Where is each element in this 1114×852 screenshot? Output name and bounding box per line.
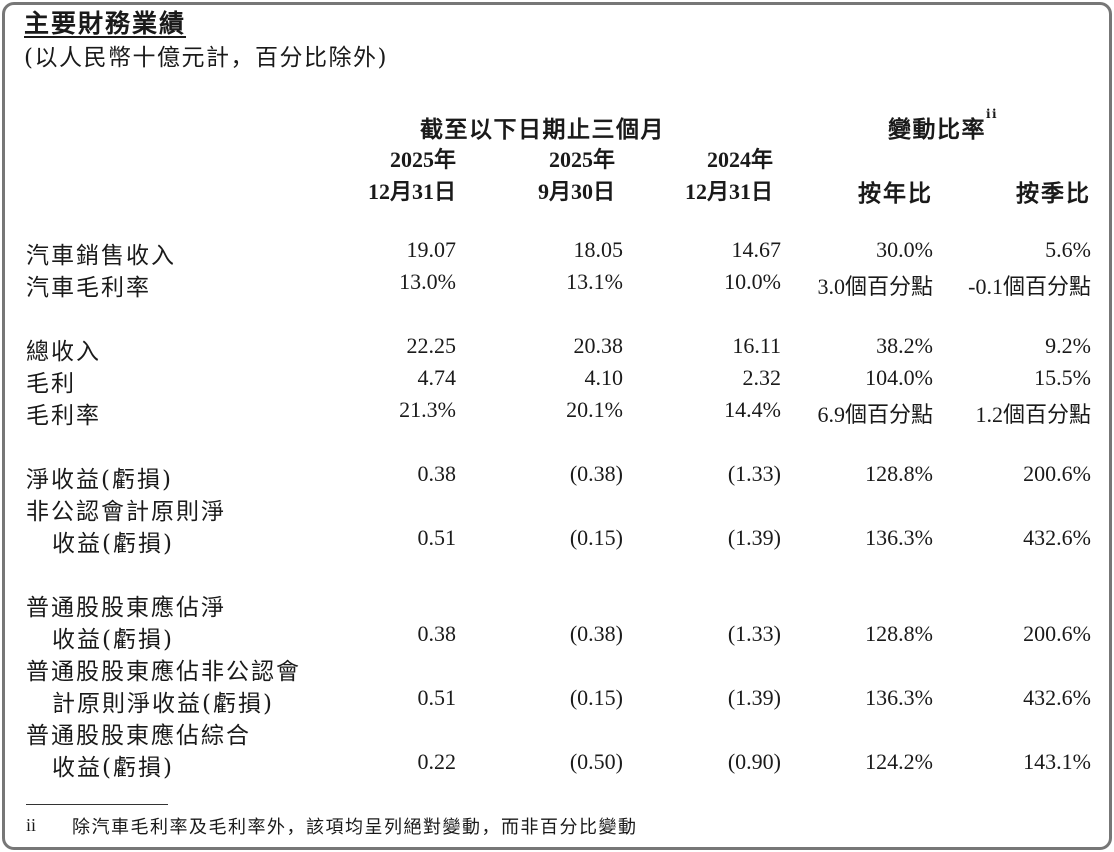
cell-c2: 20.38 [573,333,624,358]
cell-c2: 13.1% [566,269,623,294]
row-label-cont: 收益(虧損) [52,627,174,653]
cell-qoq: 432.6% [1023,685,1091,710]
col2-year: 2025年 [548,147,615,172]
col1-year: 2025年 [389,147,456,172]
row-label: 總收入 [26,339,101,365]
cell-c2: (0.38) [569,461,623,486]
cell-c1: 0.22 [417,749,457,774]
cell-c1: 0.38 [417,621,457,646]
cell-qoq: 1.2個百分點 [975,402,1091,427]
cell-c3: (1.33) [727,461,781,486]
row-label: 毛利 [26,371,76,397]
cell-qoq: 200.6% [1023,461,1091,486]
col3-date: 12月31日 [684,179,773,204]
yoy-header: 按年比 [858,180,933,207]
cell-c3: 16.11 [732,333,781,358]
cell-c3: (1.39) [727,525,781,550]
cell-c1: 0.38 [417,461,457,486]
cell-c1: 0.51 [417,685,457,710]
cell-c1: 4.74 [417,365,457,390]
cell-yoy: 3.0個百分點 [817,274,933,299]
cell-yoy: 128.8% [865,461,933,486]
row-label: 普通股股東應佔非公認會 [26,659,301,685]
cell-c2: (0.15) [569,685,623,710]
row-label: 毛利率 [26,403,101,429]
cell-c1: 21.3% [399,397,456,422]
cell-qoq: 9.2% [1045,333,1091,358]
cell-c3: 2.32 [742,365,782,390]
row-label: 普通股股東應佔淨 [26,595,226,621]
cell-c2: (0.50) [569,749,623,774]
cell-c1: 22.25 [406,333,457,358]
cell-qoq: 432.6% [1023,525,1091,550]
change-group-header: 變動比率ii [888,107,999,143]
row-label: 汽車毛利率 [26,275,151,301]
cell-yoy: 30.0% [876,237,933,262]
footnote-ref: ii [986,107,999,121]
cell-c2: (0.38) [569,621,623,646]
period-group-header: 截至以下日期止三個月 [420,116,665,143]
cell-c3: (1.39) [727,685,781,710]
col2-date: 9月30日 [537,179,615,204]
cell-yoy: 38.2% [876,333,933,358]
cell-c3: 14.67 [731,237,782,262]
cell-qoq: 200.6% [1023,621,1091,646]
cell-c3: (1.33) [727,621,781,646]
cell-qoq: 15.5% [1034,365,1091,390]
cell-c2: (0.15) [569,525,623,550]
row-label: 汽車銷售收入 [26,243,176,269]
col1-date: 12月31日 [367,179,456,204]
row-label-cont: 收益(虧損) [52,755,174,781]
cell-c1: 19.07 [406,237,457,262]
cell-yoy: 128.8% [865,621,933,646]
cell-yoy: 104.0% [865,365,933,390]
cell-c1: 13.0% [399,269,456,294]
footnote-text: 除汽車毛利率及毛利率外，該項均呈列絕對變動，而非百分比變動 [72,817,638,838]
footnote-mark: ii [26,815,37,835]
unit-note: (以人民幣十億元計，百分比除外) [24,45,388,71]
row-label: 普通股股東應佔綜合 [26,723,251,749]
row-label: 非公認會計原則淨 [26,499,226,525]
footnote-rule [26,804,168,805]
cell-qoq: -0.1個百分點 [968,274,1091,299]
cell-qoq: 5.6% [1045,237,1091,262]
cell-c2: 4.10 [584,365,624,390]
row-label-cont: 計原則淨收益(虧損) [52,691,274,717]
cell-yoy: 6.9個百分點 [817,402,933,427]
cell-c3: (0.90) [727,749,781,774]
col3-year: 2024年 [706,147,773,172]
cell-yoy: 136.3% [865,685,933,710]
cell-c2: 18.05 [573,237,624,262]
section-title: 主要財務業績 [24,9,187,38]
cell-c3: 10.0% [724,269,781,294]
cell-c1: 0.51 [417,525,457,550]
cell-qoq: 143.1% [1023,749,1091,774]
cell-c3: 14.4% [724,397,781,422]
qoq-header: 按季比 [1016,180,1091,207]
row-label: 淨收益(虧損) [26,467,173,493]
cell-yoy: 124.2% [865,749,933,774]
cell-yoy: 136.3% [865,525,933,550]
cell-c2: 20.1% [566,397,623,422]
row-label-cont: 收益(虧損) [52,531,174,557]
